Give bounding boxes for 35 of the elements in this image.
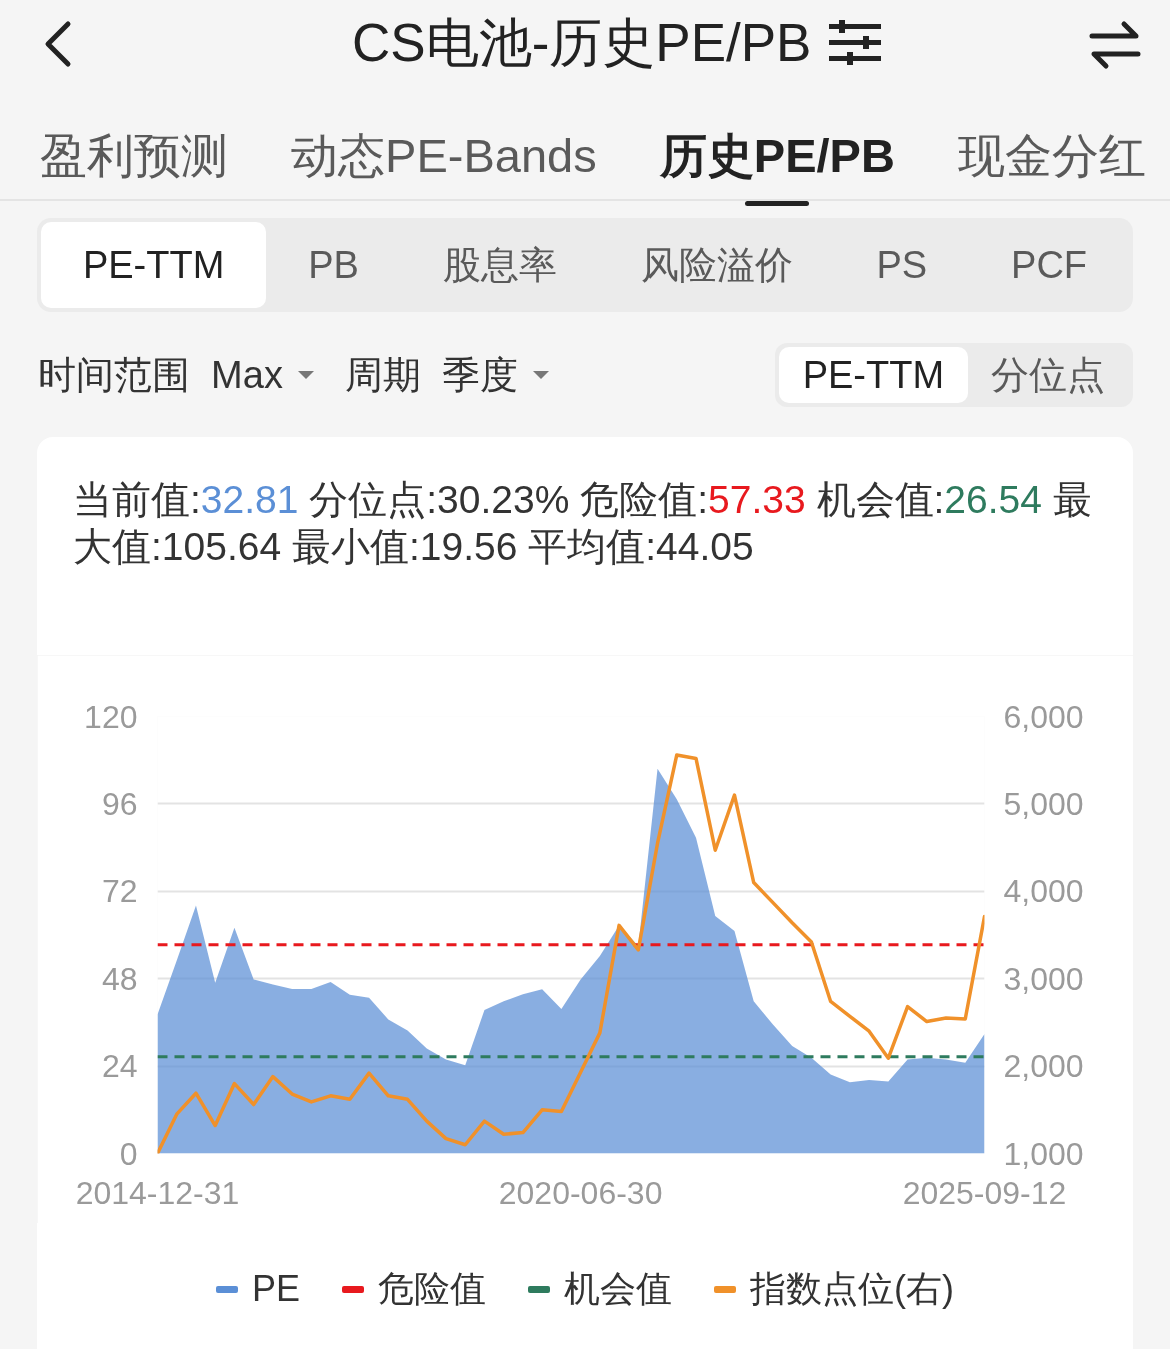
x-tick-label: 2020-06-30: [498, 1174, 663, 1211]
text: 分位点: [990, 352, 1107, 398]
y2-tick-label: 2,000: [1003, 1048, 1084, 1085]
x-tick-label: 2025-09-12: [902, 1174, 1067, 1211]
y-tick-label: 0: [119, 1135, 138, 1172]
text: PE-TTM: [779, 347, 968, 403]
y2-tick-label: 4,000: [1003, 873, 1084, 910]
y2-tick-label: 3,000: [1003, 960, 1084, 997]
y2-tick-label: 1,000: [1003, 1135, 1084, 1172]
x-tick-label: 2014-12-31: [75, 1174, 240, 1211]
text: 时间范围 Max: [38, 352, 284, 398]
legend-label: PE: [252, 1269, 300, 1309]
legend-label: 危险值: [378, 1269, 486, 1309]
y2-tick-label: 5,000: [1003, 785, 1084, 822]
text: 动态PE-Bands: [291, 128, 597, 185]
text: 股息率: [441, 242, 558, 288]
chart-title: CS电池-历史PE/PB: [352, 12, 813, 74]
text: PS: [875, 242, 929, 288]
y-tick-label: 24: [101, 1048, 138, 1085]
text: 风险溢价: [639, 242, 794, 288]
text: 盈利预测: [40, 128, 228, 185]
text: PCF: [1010, 242, 1089, 288]
text: 现金分红: [958, 128, 1146, 185]
y-tick-label: 120: [84, 698, 138, 735]
y-tick-label: 48: [101, 960, 138, 997]
legend-label: 机会值: [564, 1269, 672, 1309]
y-tick-label: 72: [101, 873, 138, 910]
text: PE-TTM: [41, 222, 267, 308]
text: 当前值:32.81 分位点:30.23% 危险值:57.33 机会值:26.54 最大值:105.64 最小值:19.56 平均值:44.05: [73, 478, 1092, 568]
text: PB: [307, 242, 360, 288]
y-tick-label: 96: [101, 785, 138, 822]
y2-tick-label: 6,000: [1003, 698, 1084, 735]
text: 周期 季度: [344, 352, 520, 398]
legend-label: 指数点位(右): [750, 1269, 954, 1309]
text: 历史PE/PB: [659, 128, 895, 185]
